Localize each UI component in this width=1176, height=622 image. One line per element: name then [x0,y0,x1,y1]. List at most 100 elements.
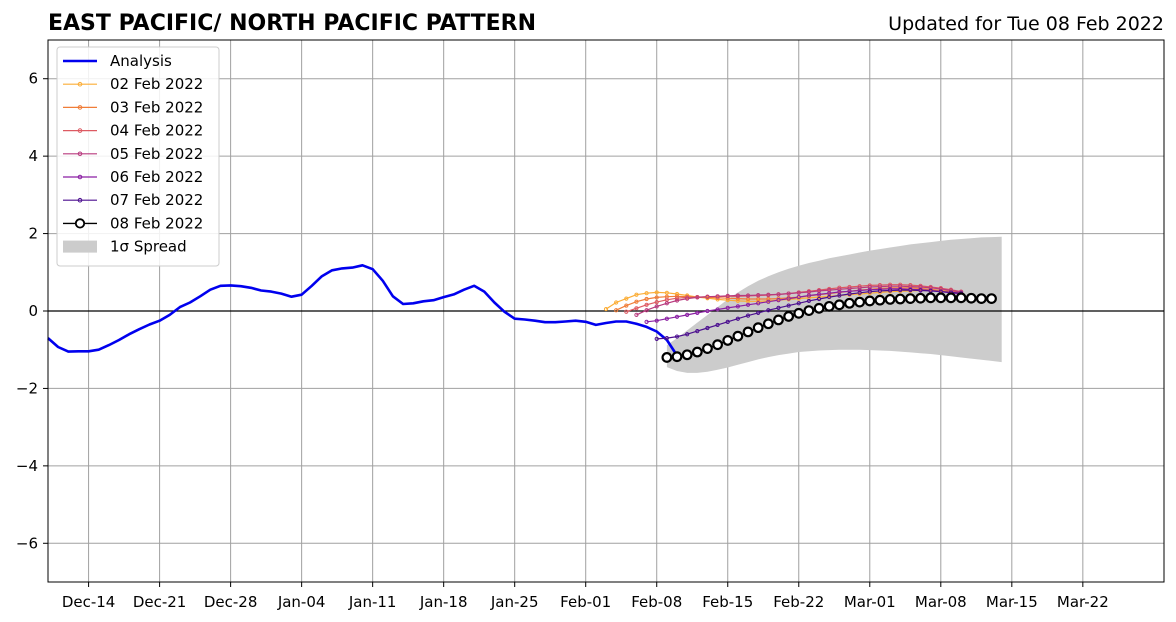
forecast-point-marker [793,307,805,319]
x-tick-label: Jan-11 [348,593,397,611]
x-tick-label: Feb-01 [560,593,611,611]
forecast-point-marker [948,288,954,293]
forecast-point-marker [756,299,761,304]
forecast-point-marker [857,290,862,295]
forecast-point-marker [745,302,751,307]
forecast-point-marker [898,287,903,293]
forecast-point-marker [735,293,740,298]
legend-label: 05 Feb 2022 [110,145,203,163]
forecast-point-marker [705,294,710,299]
forecast-point-marker [796,296,801,301]
forecast-point-marker [664,336,669,341]
forecast-point-marker [776,292,781,297]
forecast-point-marker [935,292,947,304]
forecast-point-marker [975,293,987,305]
forecast-point-marker [844,297,855,309]
forecast-point-marker [685,296,690,301]
y-tick-label: −2 [16,379,38,397]
forecast-point-marker [664,301,669,306]
forecast-point-marker [745,293,751,298]
x-tick-label: Mar-15 [986,593,1038,611]
forecast-point-marker [735,316,740,321]
forecast-point-marker [756,301,761,306]
forecast-point-marker [712,339,723,351]
forecast-point-marker [735,298,740,304]
forecast-line [656,289,962,340]
forecast-point-marker [776,296,781,301]
forecast-point-marker [664,290,669,295]
forecast-point-marker [654,304,659,309]
y-tick-label: 0 [28,302,38,320]
forecast-point-marker [887,288,893,293]
forecast-point-marker [816,292,822,297]
forecast-point-marker [783,311,795,322]
forecast-point-marker [725,293,730,299]
forecast-point-marker [854,296,866,308]
forecast-point-marker [867,287,872,292]
forecast-point-marker [887,286,893,292]
forecast-point-marker [847,284,852,290]
x-tick-label: Dec-28 [204,593,258,611]
forecast-point-marker [827,294,832,300]
forecast-point-marker [756,293,761,298]
forecast-point-marker [857,288,862,293]
forecast-point-marker [806,293,812,298]
analysis-line [47,264,679,357]
forecast-point-marker [742,326,754,338]
forecast-point-marker [925,292,937,304]
x-tick-label: Feb-22 [773,593,824,611]
y-tick-label: 2 [28,225,38,243]
legend-swatch-marker [77,81,83,87]
y-tick-label: −6 [16,534,38,552]
forecast-point-marker [762,318,774,330]
forecast-point-marker [894,293,906,305]
forecast-point-marker [614,300,619,305]
forecast-point-marker [776,305,781,311]
forecast-point-marker [614,308,619,313]
legend-swatch-marker [77,174,83,180]
forecast-point-marker [786,303,791,308]
forecast-point-marker [945,292,957,304]
forecast-point-marker [864,295,876,307]
forecast-point-marker [654,299,659,305]
forecast-point-marker [715,322,720,328]
forecast-point-marker [705,308,710,314]
legend-label: Analysis [110,52,172,70]
forecast-point-marker [654,318,659,323]
forecast-point-marker [756,310,761,316]
forecast-point-marker [695,329,700,334]
legend-swatch-marker [77,105,83,110]
forecast-point-marker [674,334,680,339]
x-tick-label: Jan-25 [490,593,539,611]
forecast-point-marker [624,296,629,301]
forecast-point-marker [722,335,734,346]
legend-swatch-marker [77,197,83,203]
forecast-point-marker [624,309,629,314]
forecast-point-marker [685,332,690,337]
forecast-point-marker [725,296,730,301]
legend-swatch-marker [74,218,86,229]
forecast-point-marker [874,294,886,306]
legend-label: 08 Feb 2022 [110,214,203,232]
forecast-point-marker [955,292,967,304]
x-tick-label: Jan-04 [277,593,326,611]
forecast-point-marker [644,302,649,307]
forecast-point-marker [857,284,862,289]
forecast-point-marker [813,302,825,314]
forecast-point-marker [773,314,784,326]
legend-label: 02 Feb 2022 [110,75,203,93]
forecast-point-marker [823,300,835,312]
x-tick-label: Dec-21 [133,593,187,611]
forecast-point-marker [786,291,791,296]
x-tick-label: Jan-18 [419,593,468,611]
forecast-point-marker [644,291,649,296]
forecast-point-marker [867,283,872,288]
forecast-point-marker [816,296,822,302]
y-tick-label: −4 [16,457,38,475]
forecast-point-marker [674,314,680,319]
forecast-point-marker [715,294,720,299]
forecast-point-marker [918,288,923,293]
chart-subtitle: Updated for Tue 08 Feb 2022 [888,13,1164,35]
y-tick-label: 6 [28,70,38,88]
